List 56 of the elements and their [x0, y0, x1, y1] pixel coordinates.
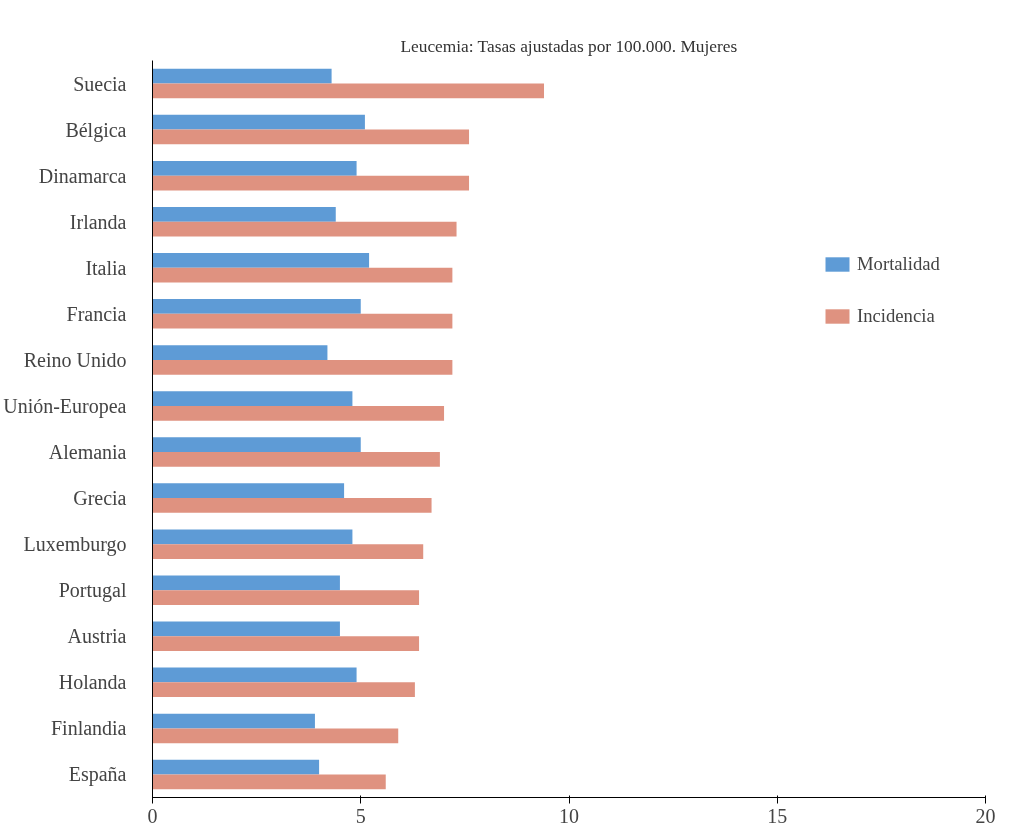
bar [152, 774, 386, 790]
bar [152, 129, 470, 145]
legend-label: Mortalidad [857, 253, 940, 275]
chart-title: Leucemia: Tasas ajustadas por 100.000. Mujeres [400, 36, 738, 56]
x-tick-label: 10 [559, 804, 579, 827]
bar [152, 667, 357, 683]
y-tick-label: Dinamarca [38, 164, 127, 187]
bar [152, 175, 470, 191]
bar [152, 437, 361, 453]
bar [152, 621, 340, 637]
x-tick-label: 0 [147, 804, 158, 827]
bar [152, 391, 353, 406]
bar [152, 498, 432, 513]
bar [152, 160, 357, 176]
y-tick-label: Italia [85, 256, 127, 279]
y-tick-label: Unión-Europea [3, 394, 127, 418]
x-tick-label: 20 [975, 804, 996, 827]
bar [152, 636, 420, 652]
y-tick-label: Suecia [73, 72, 127, 95]
y-tick-label: Grecia [73, 487, 127, 510]
bar [152, 483, 345, 499]
bar [152, 544, 424, 559]
bar [152, 529, 353, 545]
y-tick-label: Luxemburgo [23, 533, 127, 557]
y-tick-label: España [68, 763, 127, 787]
bar [152, 359, 453, 375]
bar [152, 759, 320, 775]
x-tick-label: 15 [767, 804, 788, 827]
y-tick-label: Reino Unido [23, 348, 127, 371]
bar [152, 313, 453, 329]
y-tick-label: Portugal [58, 579, 127, 603]
bar [152, 713, 315, 729]
bar [152, 728, 399, 744]
bar [152, 590, 420, 605]
bar [152, 114, 365, 130]
y-tick-label: Finlandia [50, 717, 127, 740]
bar [152, 68, 332, 84]
bar [152, 299, 361, 314]
bar [152, 206, 336, 222]
bar [152, 83, 545, 99]
legend-label: Incidencia [857, 305, 935, 327]
x-tick-label: 5 [355, 804, 366, 827]
bar [152, 682, 415, 698]
bar [152, 253, 370, 268]
bar [152, 405, 445, 421]
y-tick-label: Austria [67, 625, 127, 648]
bar [152, 267, 453, 283]
bar [152, 575, 340, 591]
y-tick-label: Bélgica [65, 118, 127, 142]
y-tick-label: Irlanda [69, 210, 127, 233]
y-tick-label: Alemania [48, 441, 127, 464]
bar [152, 452, 440, 467]
bar [152, 221, 457, 237]
bar [152, 345, 328, 360]
y-tick-label: Francia [66, 302, 127, 325]
y-tick-label: Holanda [58, 671, 127, 694]
